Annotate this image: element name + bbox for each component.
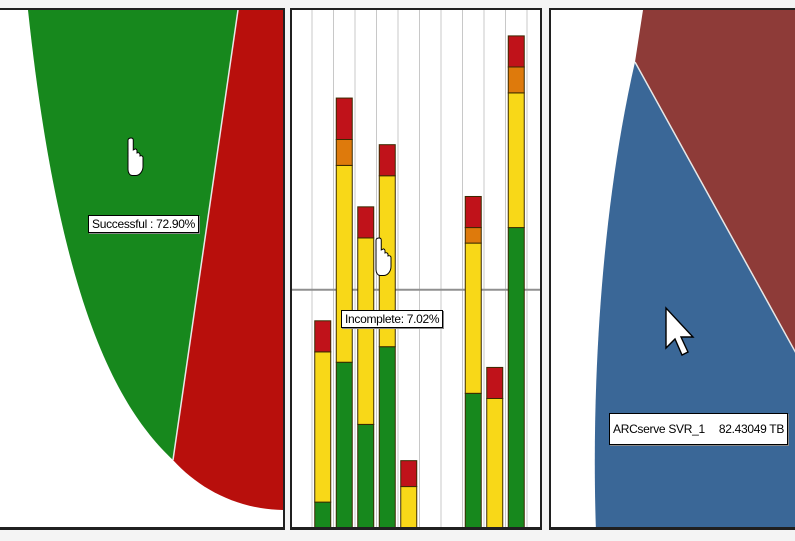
bar-segment[interactable] [507, 227, 525, 528]
bar-segment[interactable] [507, 35, 525, 68]
bar-segment[interactable] [507, 66, 525, 94]
success-pie-panel: Successful : 72.90% [0, 8, 285, 530]
bar-segment[interactable] [400, 460, 418, 488]
bar-segment[interactable] [357, 206, 375, 239]
hand-pointer-icon [127, 137, 144, 176]
bar-tooltip: Incomplete: 7.02% [341, 310, 444, 328]
bar-segment[interactable] [357, 423, 375, 528]
storage-pie-panel: ARCserve SVR_1 82.43049 TB [549, 8, 795, 530]
bar-segment[interactable] [400, 486, 418, 528]
bar-segment[interactable] [464, 195, 482, 229]
status-bar-panel: Incomplete: 7.02% [290, 8, 542, 530]
bar-segment[interactable] [314, 320, 332, 353]
bar-segment[interactable] [464, 227, 482, 244]
storage-pie-chart [594, 10, 795, 530]
bar-segment[interactable] [335, 139, 353, 166]
arrow-pointer-icon [665, 306, 695, 356]
grid-lines [311, 10, 528, 527]
slice-separator [634, 61, 795, 353]
pie-slice-arcserve-svr-1[interactable] [594, 62, 795, 530]
bar-segment[interactable] [335, 97, 353, 140]
pie-slice-failed[interactable] [173, 10, 285, 510]
tooltip-server-value: 82.43049 TB [718, 422, 785, 436]
bar-segment[interactable] [378, 144, 396, 177]
bar-segment[interactable] [486, 398, 504, 529]
bar-segment[interactable] [357, 237, 375, 425]
bar-segment[interactable] [335, 164, 353, 363]
bar-stacks [314, 35, 525, 529]
slice-separator [172, 10, 239, 461]
pie-slice-successful[interactable] [28, 10, 238, 460]
status-bar-chart [292, 10, 540, 529]
pie-tooltip: Successful : 72.90% [88, 215, 200, 233]
bar-segment[interactable] [464, 242, 482, 394]
bar-segment[interactable] [378, 346, 396, 528]
bar-segment[interactable] [486, 366, 504, 400]
tooltip-server-name: ARCserve SVR_1 [613, 422, 705, 436]
success-pie-chart [28, 10, 285, 510]
bar-segment[interactable] [335, 361, 353, 528]
hand-pointer-icon [375, 237, 392, 276]
bar-segment[interactable] [314, 501, 332, 528]
bar-segment[interactable] [464, 392, 482, 528]
storage-tooltip: ARCserve SVR_1 82.43049 TB [609, 413, 789, 445]
pie-slice-other[interactable] [635, 10, 795, 355]
bar-segment[interactable] [507, 92, 525, 229]
bar-segment[interactable] [314, 351, 332, 503]
